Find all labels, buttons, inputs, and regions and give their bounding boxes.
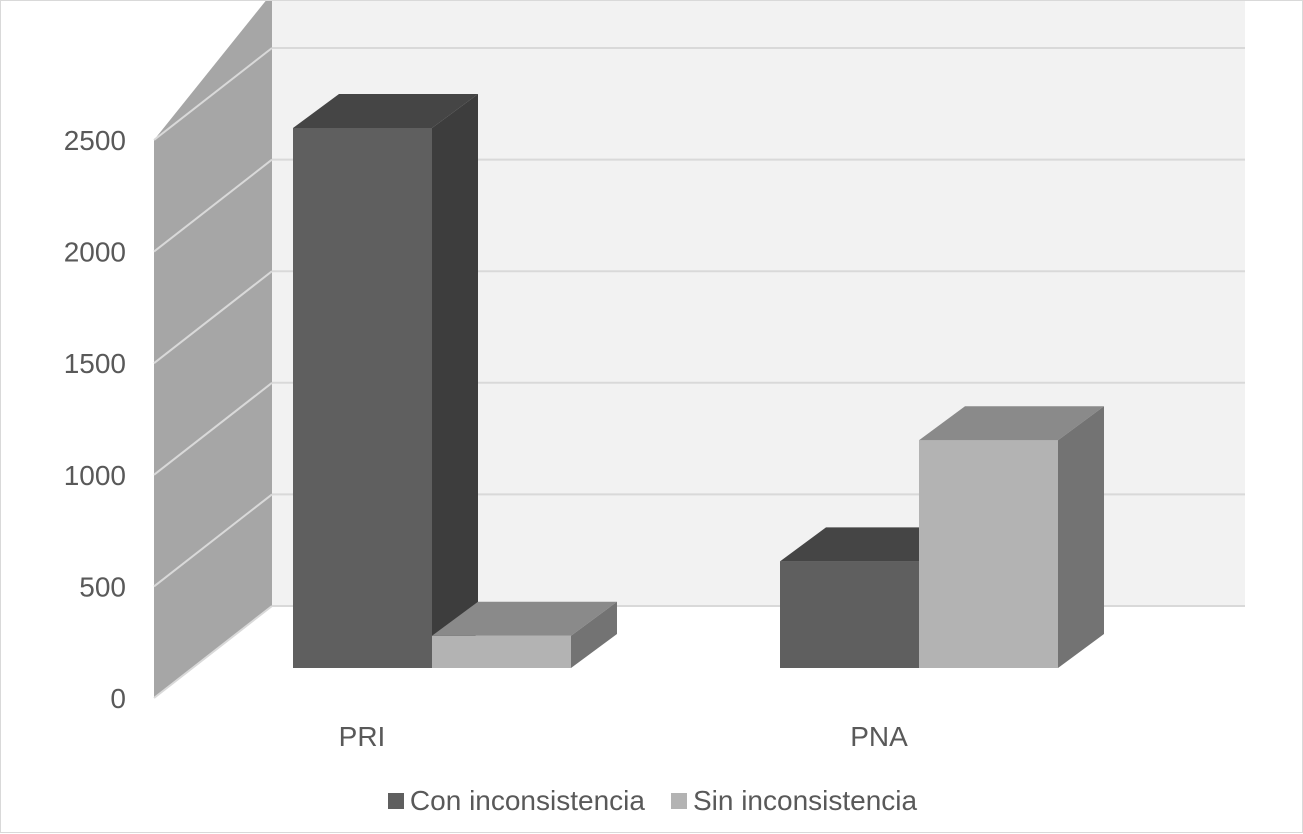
gridline-side xyxy=(153,158,273,253)
bar-side xyxy=(1058,406,1104,668)
legend-item: Con inconsistencia xyxy=(387,785,645,817)
bar-front xyxy=(919,440,1058,668)
side-wall xyxy=(154,1,272,698)
bar-side xyxy=(571,601,617,668)
gridline-side xyxy=(153,270,273,364)
bar xyxy=(919,406,1104,668)
bar xyxy=(432,601,617,668)
bar-top xyxy=(293,94,478,128)
y-tick-label: 2000 xyxy=(64,237,126,268)
y-tick-label: 500 xyxy=(79,571,126,602)
gridline-side xyxy=(153,382,273,476)
bar-front xyxy=(293,128,432,668)
x-axis-categories: PRI PNA xyxy=(339,721,908,752)
bar-top xyxy=(780,527,965,562)
bar xyxy=(293,94,478,668)
x-category-label: PRI xyxy=(339,721,386,752)
legend: Con inconsistencia Sin inconsistencia xyxy=(1,779,1303,823)
legend-item: Sin inconsistencia xyxy=(670,785,918,817)
legend-label: Sin inconsistencia xyxy=(692,785,918,816)
y-tick-label: 0 xyxy=(110,683,126,714)
legend-label: Con inconsistencia xyxy=(409,785,645,816)
bar-side xyxy=(432,94,478,668)
gridline-side xyxy=(153,493,273,588)
bar-top xyxy=(919,406,1104,441)
x-category-label: PNA xyxy=(850,721,908,752)
y-tick-label: 1500 xyxy=(64,348,126,379)
gridline-side xyxy=(153,605,273,699)
bar-top xyxy=(432,601,617,636)
bars xyxy=(293,94,1104,668)
y-tick-label: 1000 xyxy=(64,460,126,491)
bar-front xyxy=(432,635,571,668)
legend-swatch xyxy=(670,793,687,809)
bar-front xyxy=(780,561,919,668)
y-tick-label: 2500 xyxy=(64,125,126,156)
legend-swatch xyxy=(387,793,404,809)
y-axis-ticks: 0 500 1000 1500 2000 2500 xyxy=(64,125,126,714)
gridline-side xyxy=(153,47,273,141)
